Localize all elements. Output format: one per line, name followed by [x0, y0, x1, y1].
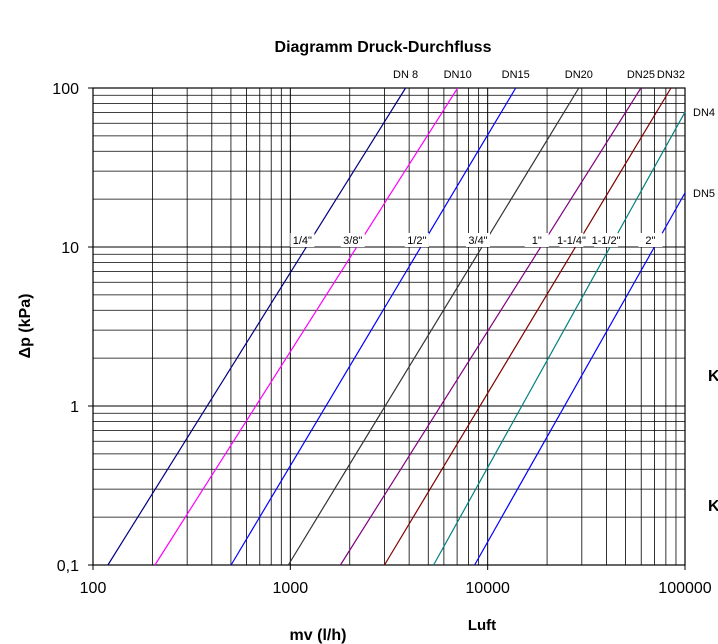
line — [230, 87, 517, 566]
legend-label: DN10 — [444, 69, 472, 81]
chart-title: Diagramm Druck-Durchfluss — [275, 39, 492, 56]
y-tick-label: 10 — [61, 240, 79, 257]
y-tick-label: 100 — [52, 81, 79, 98]
line — [107, 87, 407, 566]
side-label: K — [708, 498, 718, 515]
series-inch-label: 3/8" — [343, 235, 362, 247]
label-bg — [524, 233, 549, 247]
series-inch-label: 1-1/4" — [557, 235, 586, 247]
label-bg — [340, 233, 365, 247]
side-label: K — [708, 368, 718, 385]
series-inch-label: 1/2" — [407, 235, 426, 247]
line — [339, 87, 642, 566]
label-bg — [559, 233, 584, 247]
legend-label: DN4 — [693, 107, 715, 119]
x-tick-label: 100 — [80, 580, 107, 597]
series-inch-label: 1-1/2" — [592, 235, 621, 247]
line — [474, 192, 686, 566]
label-bg — [638, 233, 663, 247]
label-bg — [594, 233, 619, 247]
legend-label: DN25 — [627, 69, 655, 81]
y-tick-label: 0,1 — [57, 558, 79, 575]
x-tick-label: 10000 — [465, 580, 510, 597]
legend-label: DN 8 — [393, 69, 418, 81]
label-bg — [290, 233, 315, 247]
label-bg — [404, 233, 429, 247]
line — [433, 111, 686, 566]
legend-label: DN32 — [657, 69, 685, 81]
line — [383, 87, 672, 566]
label-bg — [465, 233, 490, 247]
x-tick-label: 100000 — [658, 580, 711, 597]
series-inch-label: 2" — [645, 235, 655, 247]
legend-label: DN15 — [502, 69, 530, 81]
series-inch-label: 1" — [532, 235, 542, 247]
legend-label: DN20 — [565, 69, 593, 81]
x-tick-label: 1000 — [273, 580, 309, 597]
x-axis-label: mv (l/h) — [290, 627, 347, 644]
subtitle: Luft — [468, 617, 496, 634]
series-inch-label: 1/4" — [293, 235, 312, 247]
y-axis-label: Δp (kPa) — [17, 294, 34, 359]
legend-label: DN5 — [693, 188, 715, 200]
series-inch-label: 3/4" — [468, 235, 487, 247]
y-tick-label: 1 — [70, 399, 79, 416]
plot-frame — [92, 87, 686, 566]
line — [154, 87, 459, 566]
line — [287, 87, 580, 566]
